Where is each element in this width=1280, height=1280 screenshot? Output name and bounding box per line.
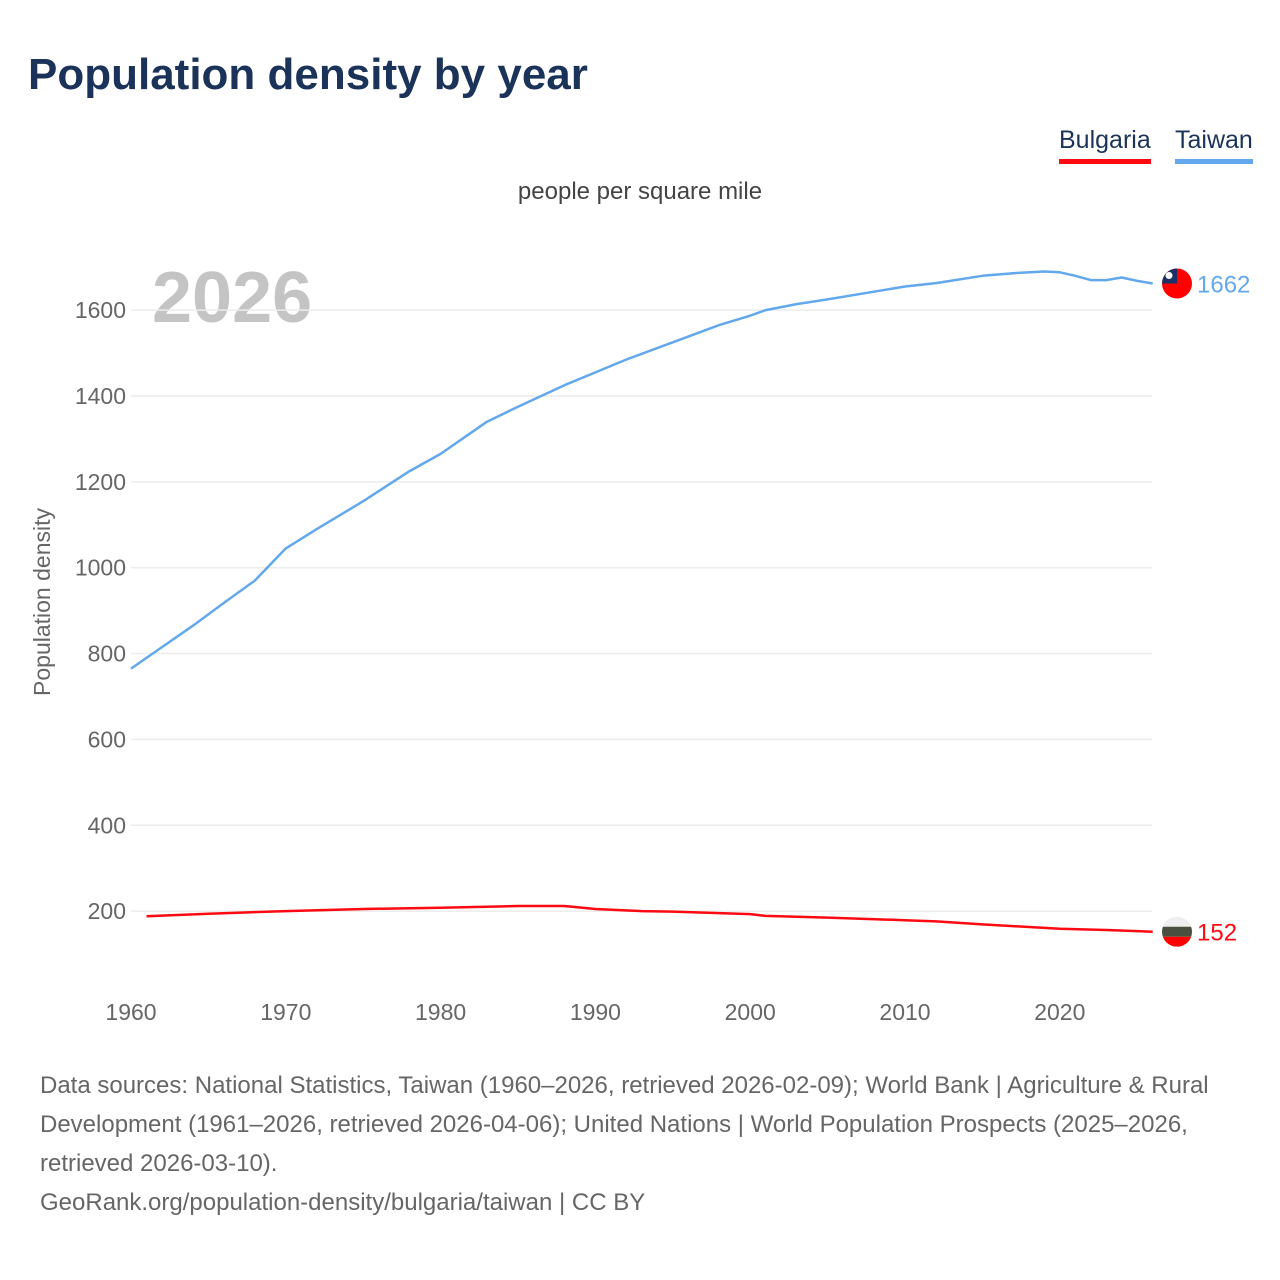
y-tick-label: 1600 [75, 297, 126, 323]
y-axis-label: Population density [29, 508, 55, 696]
year-watermark: 2026 [152, 258, 312, 338]
credit-link[interactable]: GeoRank.org/population-density/bulgaria/… [40, 1189, 646, 1216]
legend-bulgaria[interactable]: Bulgaria [1059, 126, 1151, 164]
page-title: Population density by year [28, 50, 588, 99]
data-sources: Data sources: National Statistics, Taiwa… [40, 1072, 1209, 1177]
x-tick-label: 1970 [260, 999, 311, 1025]
x-tick-label: 1960 [105, 999, 156, 1025]
x-tick-label: 2020 [1034, 999, 1085, 1025]
y-tick-label: 1400 [75, 383, 126, 409]
y-tick-label: 1200 [75, 469, 126, 495]
x-tick-label: 2010 [879, 999, 930, 1025]
footer: Data sources: National Statistics, Taiwa… [40, 1066, 1250, 1222]
legend-taiwan[interactable]: Taiwan [1175, 126, 1253, 164]
end-label-bulgaria: 152 [1197, 920, 1237, 947]
x-tick-label: 1980 [415, 999, 466, 1025]
x-tick-label: 2000 [725, 999, 776, 1025]
y-tick-label: 600 [88, 726, 126, 752]
y-tick-label: 200 [88, 898, 126, 924]
series-line-bulgaria [146, 904, 1153, 933]
x-tick-label: 1990 [570, 999, 621, 1025]
y-tick-label: 400 [88, 812, 126, 838]
y-tick-label: 800 [88, 641, 126, 667]
end-label-taiwan: 1662 [1197, 272, 1250, 299]
unit-label: people per square mile [517, 178, 763, 205]
taiwan-flag-icon [1162, 268, 1192, 299]
series-line-taiwan [130, 270, 1153, 670]
line-chart: 2026 200 400 600 800 1000 1200 1400 1600 1960 1970… [29, 258, 1250, 1025]
y-tick-label: 1000 [75, 555, 126, 581]
bulgaria-flag-icon [1162, 916, 1192, 947]
